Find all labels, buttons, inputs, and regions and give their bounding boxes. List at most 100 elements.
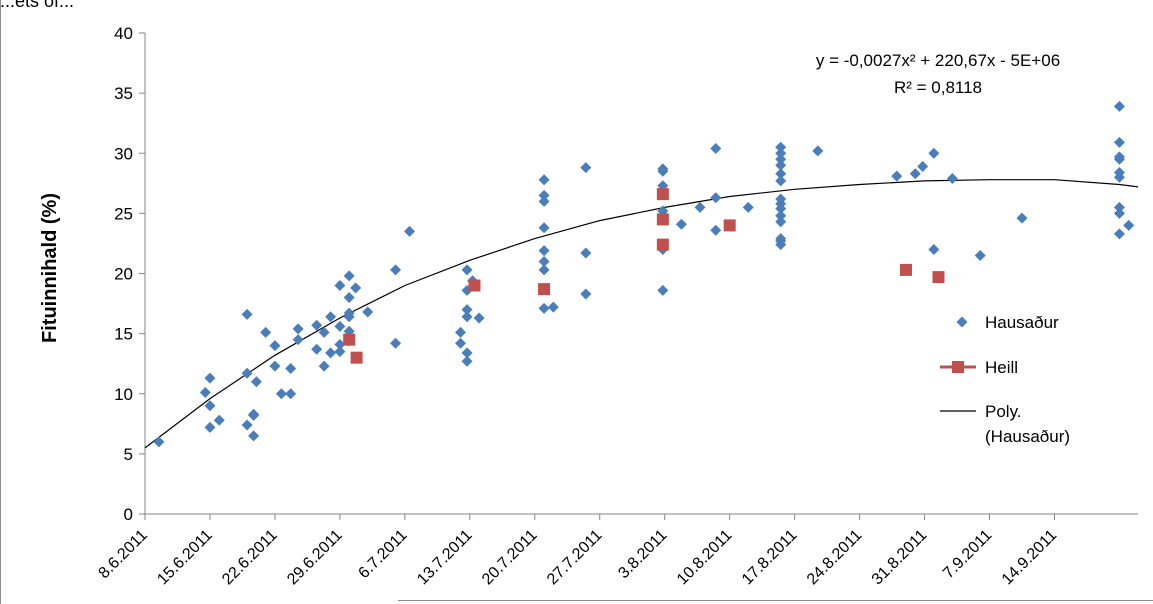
hausadur-point: [461, 304, 473, 316]
legend-label-poly-line2: (Hausaður): [985, 427, 1070, 446]
hausadur-point: [775, 147, 787, 159]
hausadur-point: [775, 153, 787, 165]
heill-point: [656, 188, 669, 201]
y-tick-label: 0: [124, 505, 133, 524]
legend-label-heill: Heill: [985, 358, 1018, 377]
hausadur-point: [775, 168, 787, 180]
y-tick-label: 30: [114, 144, 133, 163]
hausadur-point: [1113, 153, 1125, 165]
hausadur-point: [343, 311, 355, 323]
heill-point: [932, 271, 945, 284]
y-tick-label: 10: [114, 385, 133, 404]
hausadur-point: [403, 225, 415, 237]
x-tick-label: 13.7.2011: [414, 527, 476, 589]
y-axis-title: Fituinnihald (%): [39, 193, 61, 343]
y-tick-label: 35: [114, 84, 133, 103]
legend-label-hausadur: Hausaður: [985, 313, 1059, 332]
hausadur-point: [325, 311, 337, 323]
hausadur-point: [928, 243, 940, 255]
hausadur-point: [350, 282, 362, 294]
hausadur-point: [538, 174, 550, 186]
hausadur-point: [775, 210, 787, 222]
heill-point: [350, 351, 363, 364]
trendline-equation: y = -0,0027x² + 220,67x - 5E+06: [816, 51, 1060, 70]
hausadur-point: [946, 173, 958, 185]
hausadur-point: [1113, 207, 1125, 219]
legend: Hausaður Heill Poly. (Hausaður): [940, 313, 1070, 446]
y-tick-label: 20: [114, 265, 133, 284]
clipped-title: ...ets of...: [0, 0, 75, 11]
hausadur-point: [891, 170, 903, 182]
hausadur-point: [334, 280, 346, 292]
hausadur-point: [241, 367, 253, 379]
hausadur-point: [199, 387, 211, 399]
hausadur-point: [1016, 212, 1028, 224]
hausadur-point: [538, 302, 550, 314]
hausadur-point: [1113, 171, 1125, 183]
hausadur-point: [657, 284, 669, 296]
hausadur-point: [775, 141, 787, 153]
hausadur-point: [812, 145, 824, 157]
hausadur-point: [248, 430, 260, 442]
x-tick-label: 3.8.2011: [615, 527, 670, 582]
hausadur-point: [311, 319, 323, 331]
hausadur-point: [675, 218, 687, 230]
hausadur-point: [241, 308, 253, 320]
hausadur-point: [547, 301, 559, 313]
hausadur-point: [710, 224, 722, 236]
hausadur-point: [334, 346, 346, 358]
hausadur-point: [461, 311, 473, 323]
hausadur-point: [538, 264, 550, 276]
trendline-r-squared: R² = 0,8118: [894, 78, 982, 97]
hausadur-point: [248, 409, 260, 421]
x-tick-label: 15.6.2011: [154, 527, 216, 589]
chart-frame-bottom: [398, 600, 1153, 601]
axes: 0 5 10 15 20 25 30 35 40 8.6.2011 15.6.2011 22.6.20…: [96, 24, 1138, 588]
hausadur-point: [285, 362, 297, 374]
hausadur-point: [710, 192, 722, 204]
hausadur-point: [204, 400, 216, 412]
hausadur-point: [538, 222, 550, 234]
y-tick-label: 5: [124, 445, 133, 464]
hausadur-point: [538, 189, 550, 201]
hausadur-point: [334, 338, 346, 350]
x-tick-label: 20.7.2011: [479, 527, 541, 589]
heill-point: [343, 333, 356, 346]
hausadur-point: [1123, 219, 1135, 231]
hausadur-point: [694, 201, 706, 213]
hausadur-point: [343, 292, 355, 304]
chart-frame-left: [0, 0, 1, 604]
hausadur-point: [538, 245, 550, 257]
hausadur-point: [917, 160, 929, 172]
heill-point: [656, 213, 669, 226]
heill-point: [899, 263, 912, 276]
heill-point: [538, 283, 551, 296]
hausadur-point: [775, 216, 787, 228]
hausadur-point: [241, 419, 253, 431]
hausadur-point: [461, 355, 473, 367]
hausadur-point: [1113, 136, 1125, 148]
x-tick-label: 10.8.2011: [674, 527, 736, 589]
hausadur-point: [473, 312, 485, 324]
hausadur-point: [390, 264, 402, 276]
x-tick-label: 17.8.2011: [739, 527, 801, 589]
hausadur-point: [260, 326, 272, 338]
hausadur-point: [292, 323, 304, 335]
hausadur-point: [580, 288, 592, 300]
legend-label-poly-line1: Poly.: [985, 402, 1022, 421]
hausadur-point: [742, 201, 754, 213]
hausadur-point: [325, 347, 337, 359]
hausadur-point: [1113, 228, 1125, 240]
hausadur-point: [928, 147, 940, 159]
x-tick-label: 22.6.2011: [219, 527, 281, 589]
legend-square-marker: [952, 361, 964, 373]
hausadur-point: [580, 162, 592, 174]
hausadur-point: [285, 388, 297, 400]
hausadur-point: [311, 343, 323, 355]
y-tick-label: 40: [114, 24, 133, 43]
hausadur-point: [538, 195, 550, 207]
hausadur-point: [275, 388, 287, 400]
hausadur-point: [153, 436, 165, 448]
x-tick-label: 8.6.2011: [96, 527, 151, 582]
x-tick-label: 14.9.2011: [999, 527, 1061, 589]
